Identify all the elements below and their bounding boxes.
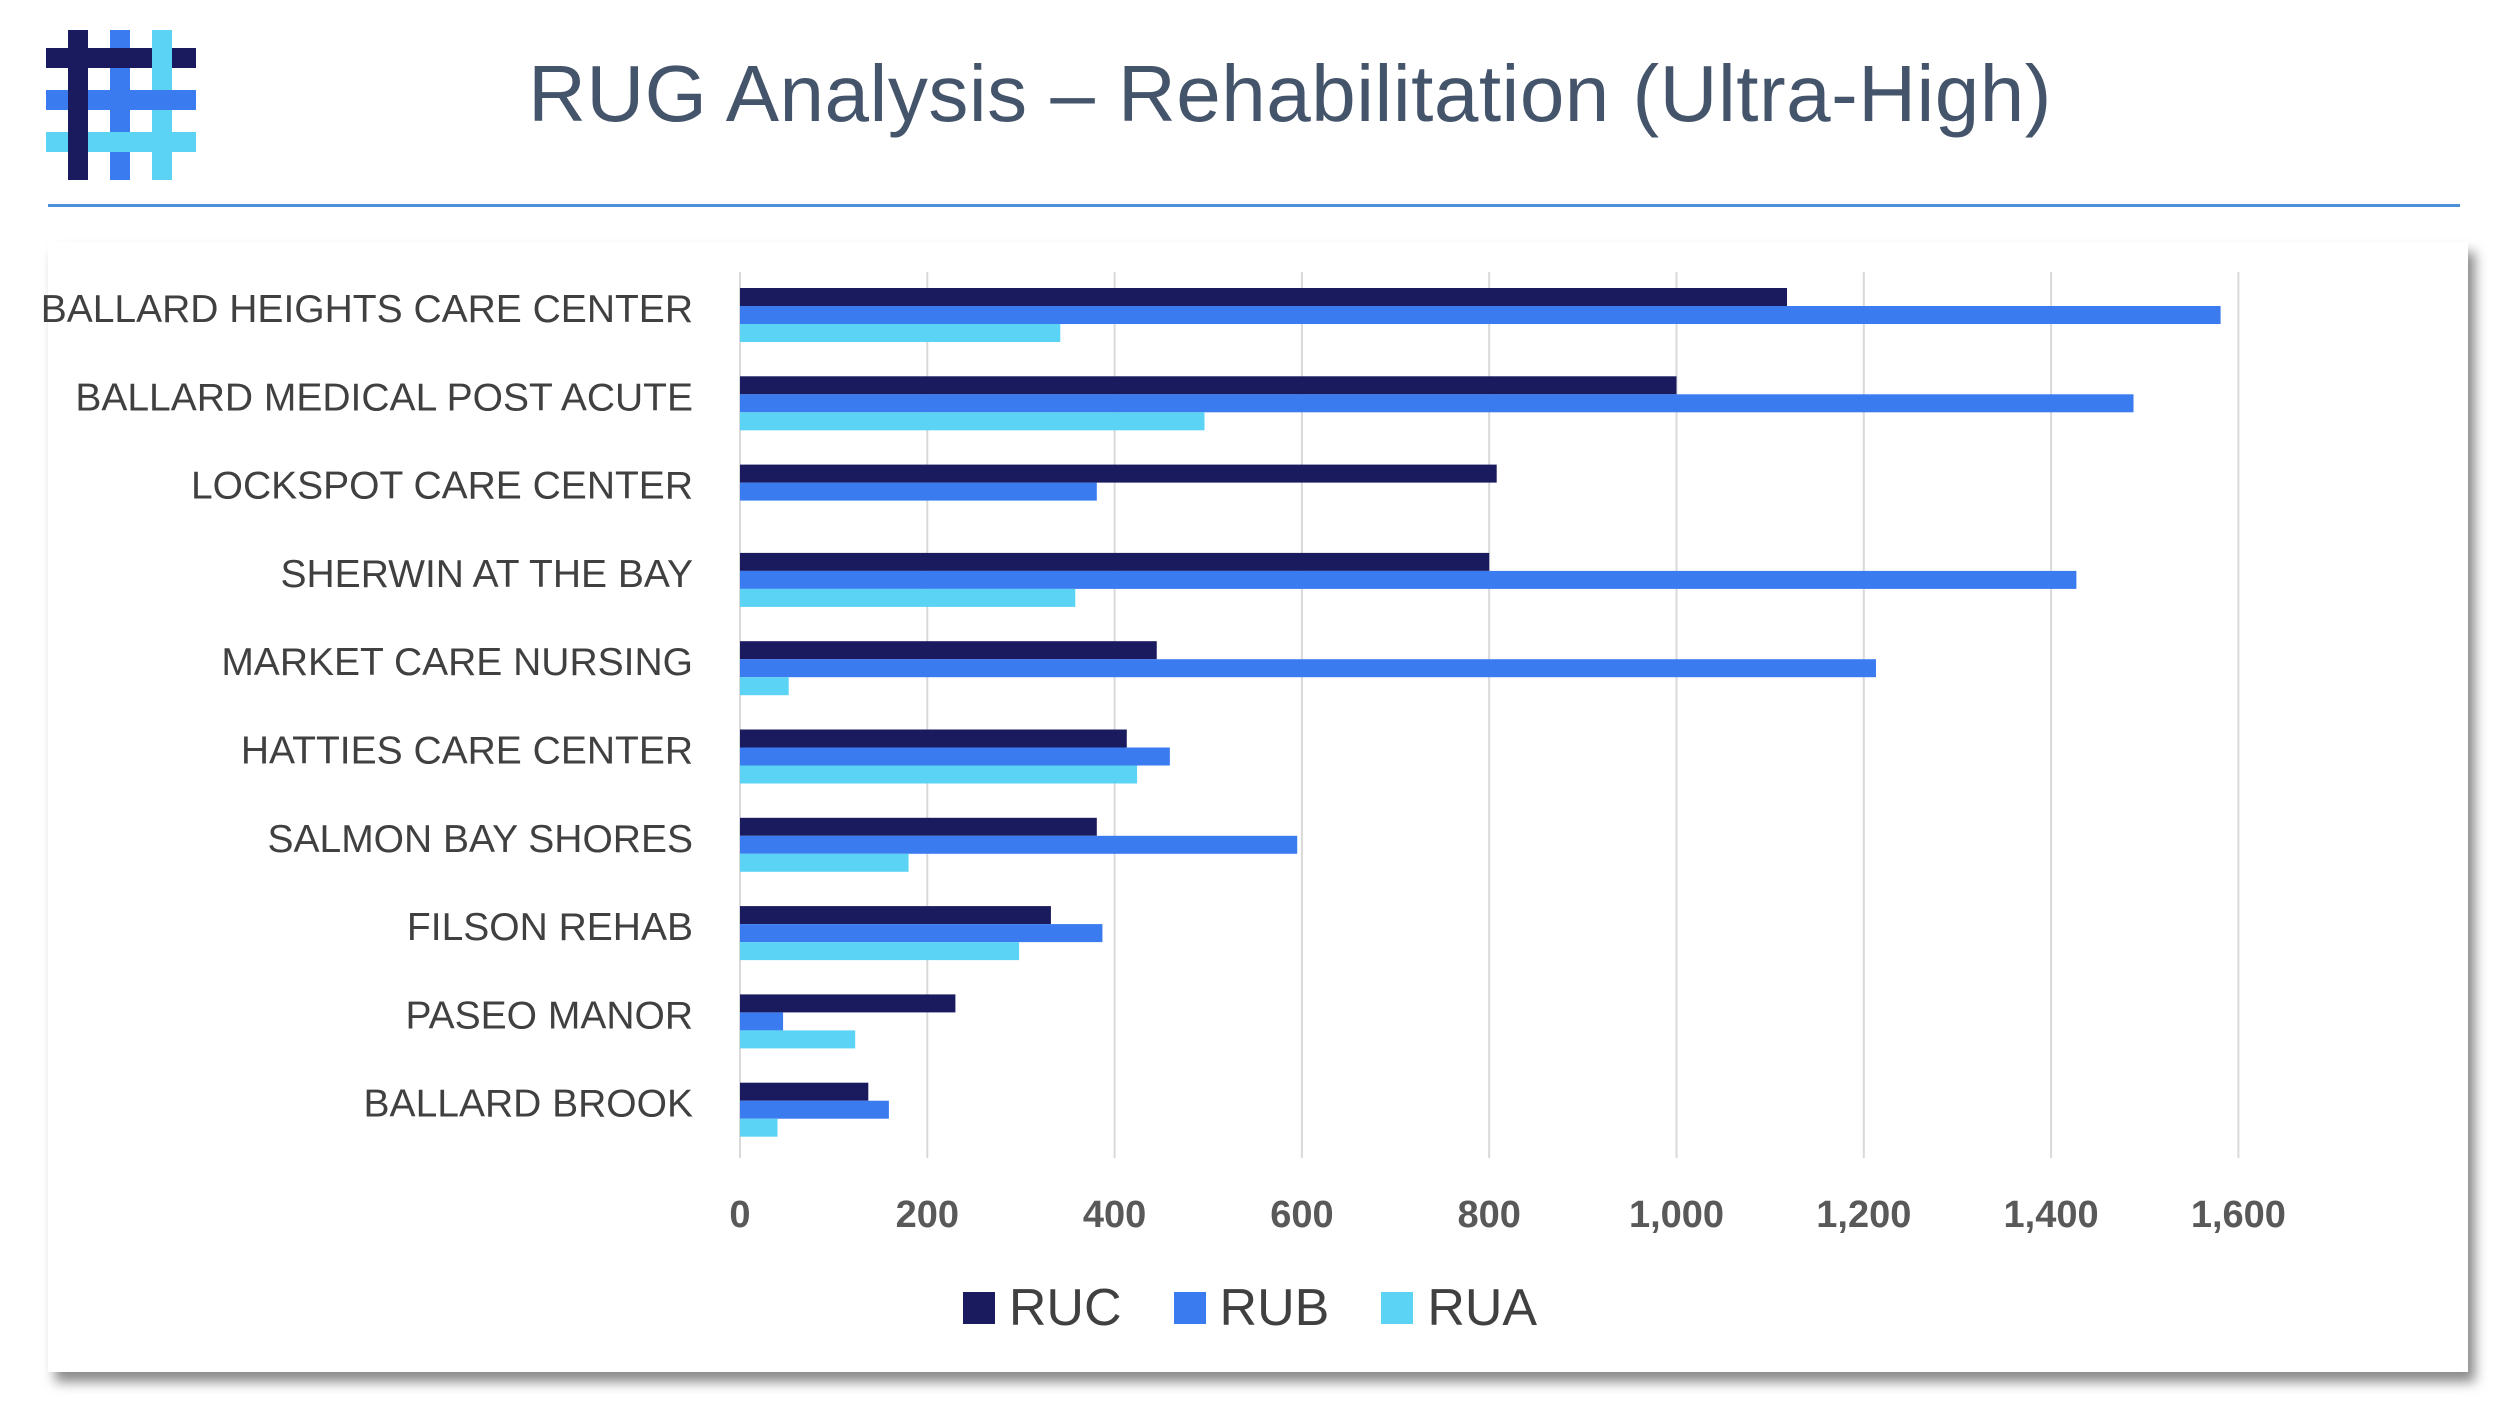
bar-ruc [740,817,1097,836]
bar-rub [740,835,1298,854]
bar-rua [740,677,789,696]
legend-swatch [1381,1292,1414,1324]
bar-rub [740,394,2134,413]
bar-ruc [740,288,1788,306]
x-tick-label: 1,400 [2004,1194,2099,1236]
bar-ruc [740,729,1127,748]
legend-item-rub: RUB [1173,1278,1330,1338]
legend-swatch [1173,1292,1206,1324]
x-tick-label: 1,200 [1816,1194,1911,1236]
x-tick-label: 800 [1457,1194,1520,1236]
bar-rua [740,1118,778,1137]
category-label: BALLARD BROOK [364,1083,693,1126]
legend-swatch [962,1292,995,1324]
bar-rua [740,853,909,872]
x-tick-label: 1,000 [1629,1194,1724,1236]
category-label: BALLARD MEDICAL POST ACUTE [75,376,693,419]
bar-rub [740,1100,889,1119]
category-label: PASEO MANOR [406,994,694,1037]
chart-panel [48,242,2468,1372]
x-tick-label: 200 [896,1194,959,1236]
legend-label: RUA [1427,1279,1538,1337]
bar-rua [740,588,1076,607]
bar-rua [740,324,1061,342]
bar-rub [740,306,2221,324]
hash-grid-logo [46,30,196,180]
category-label: BALLARD HEIGHTS CARE CENTER [41,288,693,331]
category-label: LOCKSPOT CARE CENTER [191,465,693,508]
chart-legend: RUC RUB RUA [0,1278,2500,1338]
legend-item-rua: RUA [1381,1278,1537,1338]
bar-ruc [740,376,1677,395]
category-label: SALMON BAY SHORES [267,818,693,861]
bar-rua [740,412,1205,431]
bar-ruc [740,906,1051,925]
bar-rub [740,570,2077,589]
bar-rua [740,765,1138,784]
bar-ruc [740,464,1497,483]
legend-label: RUB [1219,1279,1330,1337]
bar-ruc [740,641,1157,660]
bar-rub [740,747,1170,766]
category-label: FILSON REHAB [407,906,693,949]
legend-label: RUC [1008,1279,1122,1337]
category-label: MARKET CARE NURSING [221,641,693,684]
page-title: RUG Analysis – Rehabilitation (Ultra-Hig… [528,49,2052,138]
x-tick-label: 1,600 [2191,1194,2286,1236]
x-tick-label: 0 [729,1194,750,1236]
bar-ruc [740,994,956,1013]
x-tick-label: 600 [1270,1194,1333,1236]
bar-rua [740,942,1020,961]
x-tick-label: 400 [1083,1194,1146,1236]
bar-ruc [740,1082,869,1101]
category-label: HATTIES CARE CENTER [241,730,693,773]
bar-rub [740,482,1097,501]
title-divider [48,204,2460,207]
bar-rua [740,1030,856,1049]
category-label: SHERWIN AT THE BAY [281,553,694,596]
bar-ruc [740,552,1490,571]
bar-rub [740,924,1103,943]
bar-rub [740,1012,784,1031]
legend-item-ruc: RUC [962,1278,1122,1338]
bar-rub [740,659,1876,678]
